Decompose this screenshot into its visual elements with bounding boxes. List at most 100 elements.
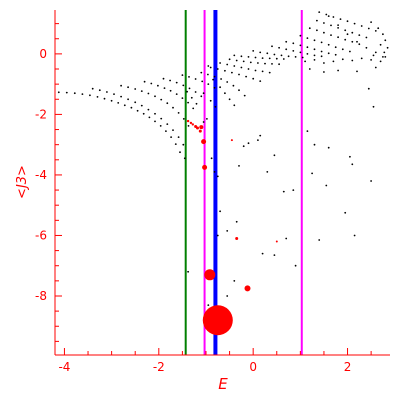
data-point-s0-44 bbox=[177, 112, 180, 114]
data-point-s0-184 bbox=[377, 27, 380, 30]
data-point-s0-6 bbox=[103, 97, 106, 100]
data-point-s0-170 bbox=[365, 46, 368, 49]
data-point-s0-80 bbox=[231, 71, 233, 74]
data-point-s0-181 bbox=[379, 60, 382, 63]
data-point-s0-220 bbox=[238, 165, 240, 167]
data-point-s0-77 bbox=[209, 66, 212, 69]
data-point-s0-150 bbox=[323, 22, 325, 24]
data-point-s0-19 bbox=[179, 151, 181, 154]
y-tick-label-2: -4 bbox=[35, 168, 47, 182]
data-point-s0-213 bbox=[206, 118, 208, 120]
data-point-s0-129 bbox=[313, 48, 316, 51]
data-point-s0-47 bbox=[143, 80, 146, 83]
data-point-s0-173 bbox=[304, 60, 306, 63]
data-point-s0-240 bbox=[353, 234, 356, 237]
data-point-s0-123 bbox=[313, 54, 316, 57]
data-point-s1-12 bbox=[204, 269, 216, 281]
data-point-s0-51 bbox=[169, 89, 172, 92]
data-point-s0-56 bbox=[162, 77, 165, 80]
data-point-s1-10 bbox=[235, 237, 239, 240]
data-point-s0-187 bbox=[379, 43, 382, 46]
data-point-s0-50 bbox=[163, 87, 166, 89]
x-tick-label-3: 2 bbox=[344, 360, 352, 374]
data-point-s0-147 bbox=[351, 40, 354, 43]
data-point-s0-34 bbox=[182, 143, 185, 146]
y-tick-label-1: -6 bbox=[35, 228, 47, 242]
data-point-s0-235 bbox=[327, 146, 330, 149]
data-point-s0-45 bbox=[182, 118, 185, 120]
data-point-s0-90 bbox=[254, 69, 257, 72]
data-point-s0-18 bbox=[174, 143, 177, 146]
data-point-s1-6 bbox=[198, 129, 202, 133]
data-point-s0-232 bbox=[313, 143, 316, 146]
data-point-s0-239 bbox=[370, 180, 372, 182]
data-point-s0-84 bbox=[259, 80, 262, 82]
data-point-s0-16 bbox=[165, 130, 167, 133]
data-point-s0-41 bbox=[160, 98, 163, 101]
data-point-s0-67 bbox=[207, 83, 210, 85]
data-point-s0-65 bbox=[194, 78, 197, 80]
data-point-s0-149 bbox=[316, 19, 318, 22]
data-point-s0-172 bbox=[382, 56, 384, 58]
data-point-s0-231 bbox=[306, 130, 309, 133]
vertical-lines-layer bbox=[184, 10, 303, 355]
data-point-s0-243 bbox=[207, 304, 210, 306]
data-point-s0-135 bbox=[313, 39, 316, 42]
data-point-s0-35 bbox=[120, 84, 122, 87]
data-point-s0-108 bbox=[282, 58, 285, 60]
data-point-s0-120 bbox=[292, 50, 295, 52]
data-point-s0-28 bbox=[147, 108, 150, 111]
data-point-s0-24 bbox=[120, 95, 122, 98]
data-point-s0-73 bbox=[226, 81, 229, 83]
data-point-s0-72 bbox=[220, 78, 223, 80]
data-point-s0-14 bbox=[154, 120, 156, 123]
data-point-s0-214 bbox=[210, 157, 213, 160]
data-point-s0-15 bbox=[159, 125, 162, 127]
data-point-s0-207 bbox=[202, 92, 205, 95]
data-point-s0-25 bbox=[127, 98, 129, 101]
data-point-s0-122 bbox=[306, 53, 309, 55]
data-point-s0-156 bbox=[365, 36, 368, 39]
data-point-s0-8 bbox=[117, 102, 120, 104]
x-axis-label: E bbox=[218, 375, 228, 393]
data-point-s0-136 bbox=[320, 41, 323, 44]
data-point-s0-64 bbox=[188, 76, 190, 78]
data-point-s0-176 bbox=[332, 60, 335, 63]
data-point-s0-124 bbox=[320, 55, 323, 58]
data-point-s0-204 bbox=[186, 90, 189, 93]
data-point-s0-81 bbox=[238, 73, 240, 76]
data-point-s0-100 bbox=[278, 63, 280, 66]
data-point-s0-113 bbox=[280, 54, 283, 57]
data-point-s0-13 bbox=[148, 116, 151, 119]
data-point-s0-140 bbox=[349, 50, 351, 53]
data-point-s0-110 bbox=[259, 51, 262, 54]
data-point-s0-216 bbox=[216, 175, 219, 178]
data-point-s0-101 bbox=[233, 54, 236, 57]
data-point-s0-57 bbox=[169, 79, 172, 82]
data-point-s0-143 bbox=[323, 31, 325, 34]
data-point-s0-218 bbox=[226, 230, 229, 232]
data-point-s0-165 bbox=[318, 11, 321, 14]
data-point-s0-146 bbox=[344, 38, 347, 41]
data-point-s0-107 bbox=[275, 57, 278, 60]
data-point-s0-226 bbox=[273, 154, 276, 157]
data-point-s0-247 bbox=[311, 172, 313, 175]
data-point-s0-3 bbox=[81, 93, 84, 95]
data-point-s0-29 bbox=[154, 112, 156, 115]
data-point-s0-208 bbox=[209, 99, 212, 102]
data-point-s0-180 bbox=[370, 59, 372, 61]
data-point-s1-0 bbox=[186, 119, 190, 123]
x-tick-label-2: 0 bbox=[249, 360, 257, 374]
data-point-s0-196 bbox=[367, 87, 370, 90]
data-point-s0-139 bbox=[341, 48, 344, 51]
data-point-s0-168 bbox=[346, 33, 349, 36]
data-point-s0-97 bbox=[257, 62, 259, 64]
data-point-s0-179 bbox=[360, 57, 363, 60]
data-point-s0-145 bbox=[337, 36, 339, 39]
data-point-s0-227 bbox=[282, 190, 285, 193]
data-point-s1-1 bbox=[189, 121, 193, 125]
data-point-s0-106 bbox=[268, 57, 271, 60]
data-point-s0-205 bbox=[190, 96, 193, 99]
y-tick-label-3: -2 bbox=[35, 107, 47, 121]
